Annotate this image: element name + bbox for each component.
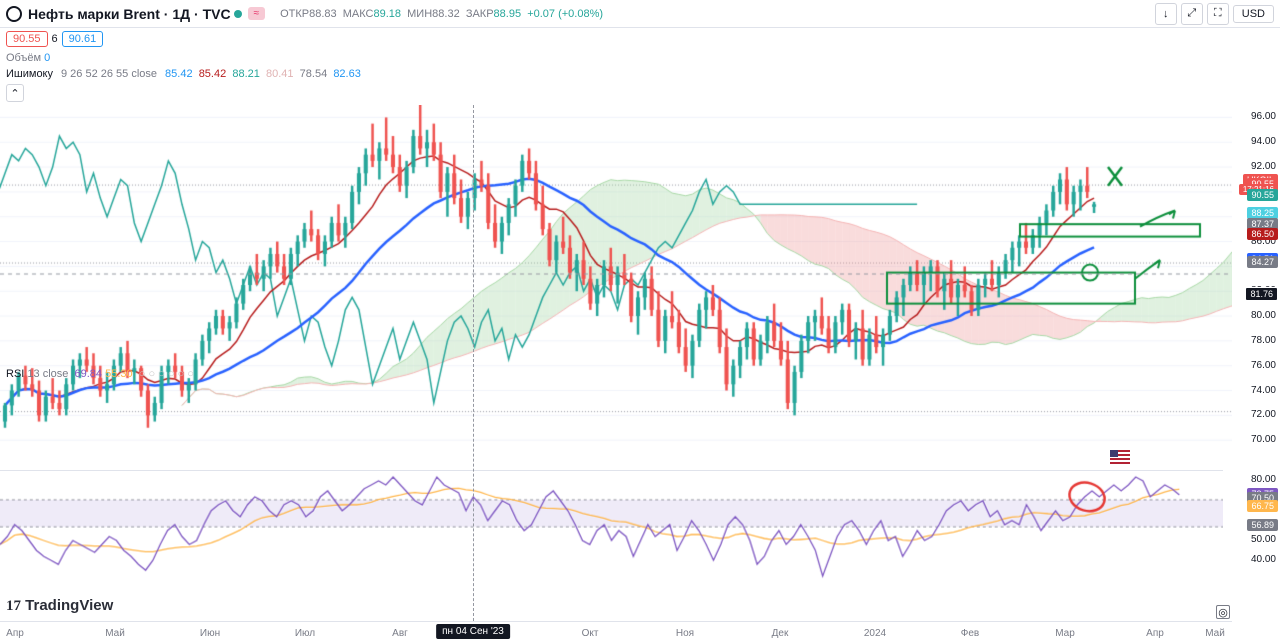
download-icon[interactable]: ↓ bbox=[1155, 3, 1177, 25]
crosshair-vertical bbox=[473, 105, 474, 621]
symbol-title[interactable]: Нефть марки Brent · 1Д · TVC bbox=[28, 6, 231, 22]
fullscreen-icon[interactable]: ⛶ bbox=[1207, 3, 1229, 25]
time-axis[interactable]: АпрМайИюнИюлАвгпн 04 Сен '23ОктНояДек202… bbox=[0, 621, 1232, 643]
price-axis[interactable]: 70.0072.0074.0076.0078.0080.0082.0084.00… bbox=[1232, 105, 1280, 621]
rsi-title: RSI 13 close 69.84 55.30 ○ ○ ○ ○ ○ ○ bbox=[6, 368, 194, 380]
main-chart-canvas[interactable] bbox=[0, 105, 1232, 465]
chart-header: Нефть марки Brent · 1Д · TVC ≈ ОТКР88.83… bbox=[0, 0, 1280, 28]
chart-area[interactable] bbox=[0, 105, 1232, 621]
tradingview-watermark: 17 TradingView bbox=[6, 597, 113, 615]
ask-badge: 90.61 bbox=[62, 31, 104, 47]
wave-pill: ≈ bbox=[248, 7, 266, 20]
us-flag-icon bbox=[1110, 450, 1130, 464]
collapse-icon[interactable]: ⤢ bbox=[1181, 3, 1203, 25]
currency-selector[interactable]: USD bbox=[1233, 5, 1274, 23]
ohlc-readout: ОТКР88.83 МАКС89.18 МИН88.32 ЗАКР88.95 +… bbox=[280, 8, 603, 20]
ichimoku-row: Ишимоку 9 26 52 26 55 close 85.42 85.42 … bbox=[0, 66, 1280, 82]
collapse-pane-button[interactable]: ⌃ bbox=[6, 84, 24, 102]
rsi-chart-canvas[interactable] bbox=[0, 470, 1223, 600]
goto-date-icon[interactable]: ◎ bbox=[1216, 605, 1230, 619]
volume-row: Объём 0 bbox=[0, 50, 1280, 66]
spread-value: 6 bbox=[52, 33, 58, 45]
status-dot bbox=[234, 10, 242, 18]
bid-ask-row: 90.55 6 90.61 bbox=[0, 28, 1280, 50]
logo-icon bbox=[6, 6, 22, 22]
bid-badge: 90.55 bbox=[6, 31, 48, 47]
